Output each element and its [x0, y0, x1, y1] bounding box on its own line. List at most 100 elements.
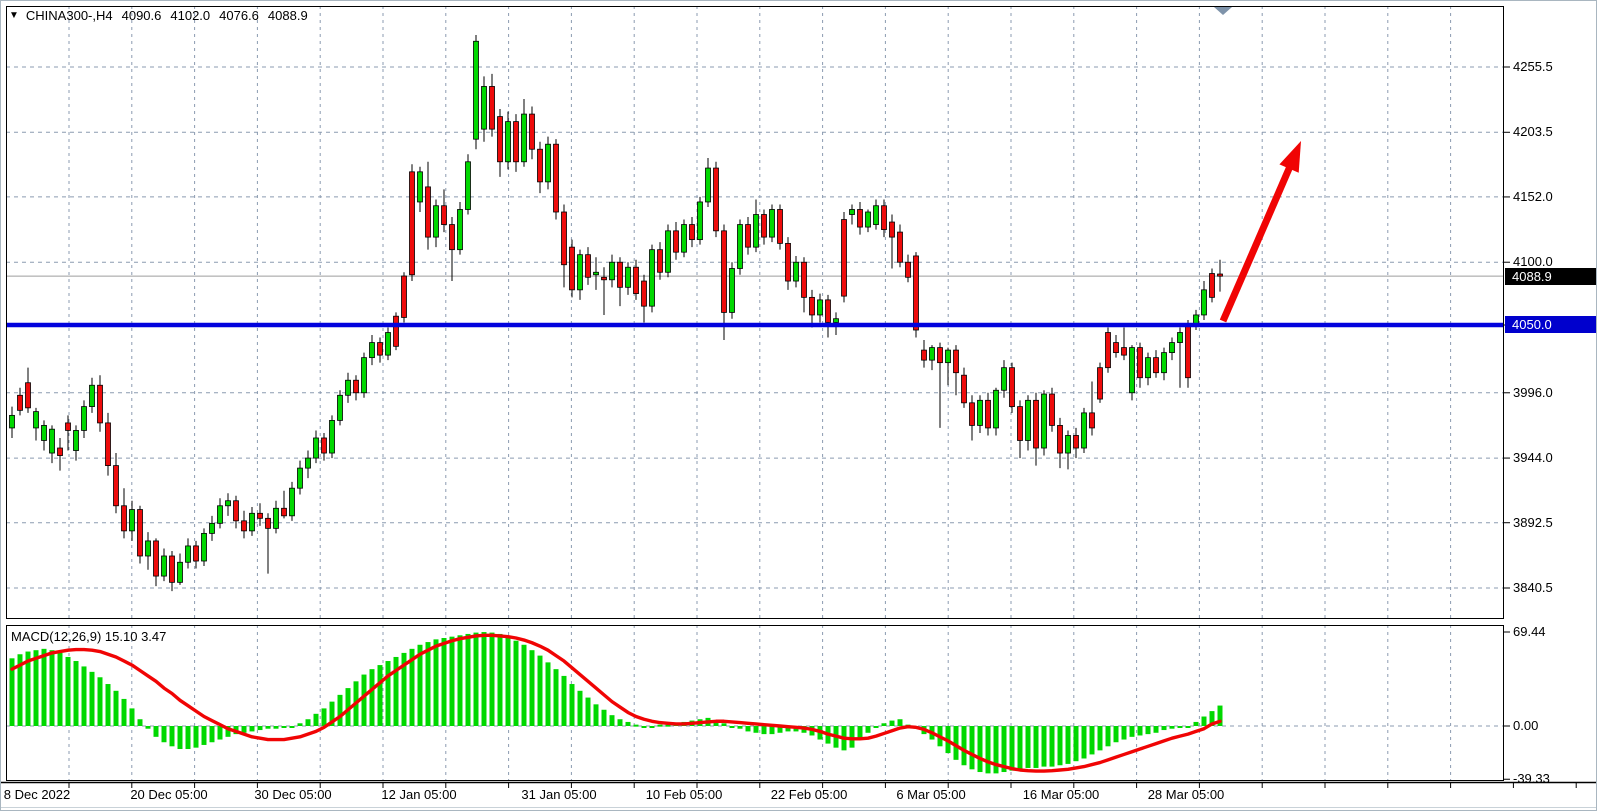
- macd-histogram-bar: [1017, 726, 1023, 770]
- macd-histogram-bar: [329, 701, 335, 726]
- candle: [1217, 273, 1223, 277]
- candle: [217, 505, 223, 524]
- trend-arrow[interactable]: [1219, 141, 1301, 323]
- candle: [1001, 367, 1007, 391]
- candle: [545, 143, 551, 183]
- macd-histogram-bar: [249, 726, 255, 732]
- candle: [921, 349, 927, 361]
- macd-histogram-bar: [561, 675, 567, 726]
- candle: [337, 394, 343, 421]
- macd-histogram-bar: [209, 726, 215, 743]
- candle: [153, 540, 159, 577]
- macd-histogram-bar: [1185, 726, 1191, 728]
- candle: [401, 275, 407, 318]
- macd-histogram-bar: [89, 671, 95, 726]
- ohlc-close: 4088.9: [267, 8, 308, 23]
- bottom-frame-line: [1, 807, 1596, 808]
- time-axis-label: 31 Jan 05:00: [521, 787, 597, 802]
- macd-axis-label: 0.00: [1513, 718, 1539, 733]
- price-axis-label: 4203.5: [1513, 124, 1553, 140]
- macd-histogram-bar: [185, 726, 191, 750]
- time-axis-label: 20 Dec 05:00: [130, 787, 208, 802]
- macd-histogram-bar: [41, 648, 47, 726]
- macd-histogram-bar: [1057, 726, 1063, 766]
- macd-histogram-bar: [385, 661, 391, 726]
- macd-histogram-bar: [1137, 726, 1143, 736]
- macd-histogram-bar: [105, 684, 111, 726]
- candle: [145, 540, 151, 557]
- macd-histogram-bar: [1153, 726, 1159, 733]
- time-axis-label: 8 Dec 2022: [3, 787, 71, 802]
- candle: [985, 399, 991, 429]
- candle: [497, 116, 503, 163]
- candle: [585, 254, 591, 278]
- candle: [81, 406, 87, 431]
- symbol-dropdown-icon[interactable]: ▼: [9, 10, 19, 21]
- macd-histogram-bar: [169, 726, 175, 747]
- candle: [937, 347, 943, 364]
- candle: [1153, 357, 1159, 374]
- candle: [953, 349, 959, 374]
- candle: [945, 349, 951, 364]
- candle: [105, 422, 111, 466]
- macd-histogram-bar: [569, 684, 575, 726]
- price-axis-label: 3996.0: [1513, 384, 1553, 400]
- macd-histogram-bar: [473, 632, 479, 726]
- macd-histogram-bar: [65, 656, 71, 726]
- candle: [697, 201, 703, 241]
- candle: [1097, 367, 1103, 400]
- candle: [1201, 289, 1207, 316]
- candle: [265, 517, 271, 529]
- price-axis-label: 4152.0: [1513, 188, 1553, 204]
- macd-histogram-bar: [481, 632, 487, 726]
- macd-histogram-bar: [1201, 716, 1207, 726]
- macd-histogram-bar: [449, 636, 455, 726]
- macd-histogram-bar: [345, 688, 351, 726]
- candle: [761, 214, 767, 238]
- macd-histogram-bar: [25, 651, 31, 726]
- candle: [129, 509, 135, 532]
- candle: [193, 545, 199, 562]
- macd-histogram-bar: [601, 709, 607, 726]
- candle: [161, 555, 167, 577]
- macd-histogram-bar: [985, 726, 991, 774]
- candle: [481, 86, 487, 130]
- macd-histogram-bar: [489, 632, 495, 726]
- candle: [745, 224, 751, 248]
- candle: [777, 209, 783, 244]
- candle: [313, 437, 319, 459]
- candle: [825, 299, 831, 323]
- macd-histogram-bar: [713, 720, 719, 726]
- macd-signal-line: [10, 633, 1222, 773]
- candle: [609, 261, 615, 281]
- candle: [801, 261, 807, 298]
- macd-histogram-bar: [113, 690, 119, 726]
- macd-histogram-bar: [1065, 726, 1071, 764]
- candle: [41, 425, 47, 441]
- macd-histogram-bar: [129, 708, 135, 726]
- main-chart-panel[interactable]: [6, 6, 1504, 619]
- candle: [225, 500, 231, 507]
- time-axis-label: 22 Feb 05:00: [770, 787, 848, 802]
- macd-histogram-bar: [761, 726, 767, 735]
- candle: [25, 382, 31, 409]
- macd-histogram-bar: [497, 633, 503, 726]
- macd-histogram-bar: [545, 662, 551, 726]
- candle: [841, 219, 847, 297]
- candle: [1073, 435, 1079, 449]
- candle: [273, 507, 279, 529]
- candle: [969, 402, 975, 426]
- candle: [1129, 347, 1135, 394]
- macd-panel[interactable]: [6, 625, 1504, 781]
- candle: [249, 512, 255, 532]
- candle: [681, 224, 687, 253]
- macd-histogram-bar: [321, 708, 327, 726]
- candle: [113, 465, 119, 507]
- candle: [577, 254, 583, 291]
- macd-histogram-bar: [281, 726, 287, 728]
- macd-histogram-bar: [1121, 726, 1127, 740]
- candle: [993, 389, 999, 429]
- macd-histogram-bar: [737, 726, 743, 729]
